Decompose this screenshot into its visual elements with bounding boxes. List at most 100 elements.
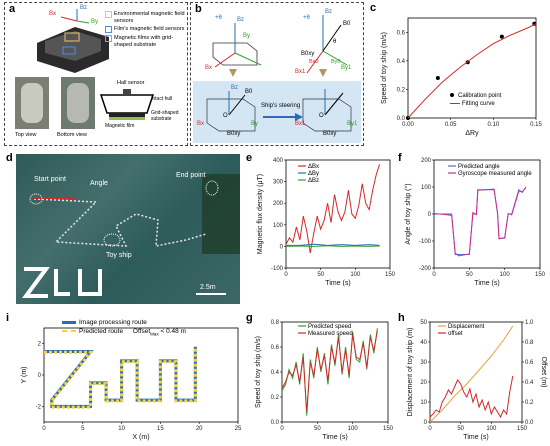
legend-c-item-fit: Fitting curve [450,100,501,108]
b-label-bz-left: Bz [237,17,245,23]
chart-e-xlabel: Time (s) [325,280,350,287]
chart-c-ytick-label: 0.2 [397,87,406,93]
bottom-view-boat [67,83,89,123]
b-label-bx-lower-left: Bx [197,121,205,127]
panel-a-illustration [15,9,155,129]
hall-sensor-shape [123,89,131,95]
chart-i-xtick-label: 10 [118,426,125,432]
legend-c-label-fit: Fitting curve [462,101,495,107]
panel-b-lower-band [193,81,361,143]
chart-e-xtick-label: 100 [350,272,361,278]
chart-g-xlabel: Time (s) [322,434,347,441]
boat-box-left [212,42,258,66]
chart-h-y2tick-label: 0.2 [525,400,534,406]
panel-a-letter: a [9,3,16,15]
b-label-b0xy-lower-right: B0xy [323,131,337,137]
b-lower-right-b0 [324,92,344,116]
end-point-circle [205,180,219,196]
legend-swatch-env [105,11,112,18]
chart-c-frame [407,17,537,119]
label-scale: 2.5m [200,284,216,291]
chart-h-y2tick-label: 0.0 [525,420,534,426]
chart-i-xtick-label: 0 [42,426,46,432]
chart-i-legend: Image processing route Predicted route O… [62,318,186,338]
panel-f-letter: f [398,152,402,164]
chart-g-ytick-label: 0.0 [271,420,280,426]
chart-h-series-line-1 [429,375,514,419]
b-label-b0-right: B0 [343,21,351,27]
grid-substrate-shape [109,117,145,120]
panel-h-letter: h [398,312,405,324]
chart-h-xtick-label: 50 [457,426,464,432]
chart-f-ytick-label: 200 [421,158,432,164]
panel-c-letter: c [370,2,377,14]
chart-g-series-line-0 [281,328,378,416]
toy-ship-circle [103,233,121,247]
chart-h-y2label: Offset (m) [540,357,547,388]
label-intact-hull: Intact hull [151,96,173,102]
panel-d-letter: d [6,152,13,164]
chart-c-point [499,34,504,39]
chart-h-series-line-0 [429,325,514,423]
chart-e-ytick-label: 300 [273,180,284,186]
panel-b: b +θ By Bx Bz B0 O Bx By Bz B0xy +θ Bz B… [190,2,364,146]
b-label-by-left: By [243,33,251,39]
arrow-down-left [229,69,237,77]
chart-f-xtick-label: 150 [535,272,546,278]
chart-h-frame [429,321,523,423]
chart-g-ytick-label: 0.6 [271,345,280,351]
chart-h-ytick-label: 50 [420,320,427,326]
chart-e-xtick-label: 0 [284,272,288,278]
chart-i: 0 5 10 15 20 25 -2 0 2 X (m) Y (m) [21,327,242,441]
chart-e-xtick-label: 150 [385,272,396,278]
chart-i-xtick-label: 5 [81,426,85,432]
chart-h-ytick-label: 30 [420,360,427,366]
legend-i-label-image: Image processing route [79,319,147,326]
legend-i-item-predicted: Predicted route OffsetMax < 0.48 m [62,327,186,338]
chart-f-series-line-0 [434,186,527,255]
chart-g-ytick-label: 0.8 [271,320,280,326]
axis-by-line [76,20,90,24]
arrow-down-right [319,69,327,77]
label-by: By [91,19,99,25]
label-toy-ship: Toy ship [106,252,132,259]
b-label-by1-lower-right: By1 [347,121,358,127]
chart-c-legend: Calibration point Fitting curve [450,92,501,108]
chart-g-xtick-label: 150 [383,426,394,432]
chart-f-ytick-label: 100 [421,185,432,191]
chart-g-legend-label: Predicted speed [308,324,351,330]
panel-d-photo: Start point Angle End point Toy ship 2.5… [16,154,240,304]
legend-label-grid: Magnetic films with grid-shaped substrat… [114,35,173,48]
boat-deck-shape [45,31,101,61]
chart-i-ytick-label: -2 [36,404,42,410]
chart-e-ytick-label: 100 [273,223,284,229]
b-lower-left-b0 [228,94,246,116]
chart-g-ytick-label: 0.4 [271,370,280,376]
box-lower-left [206,98,256,132]
chart-e-series-line-2 [285,245,380,247]
panel-b-diagram [193,15,361,143]
legend-c-label-calibration: Calibration point [458,93,502,99]
chart-f-ytick-label: -200 [419,266,432,272]
panel-e-letter: e [246,152,253,164]
offset-value: < 0.48 m [160,328,186,335]
label-end-point: End point [176,172,206,179]
chart-h-ytick-label: 10 [420,400,427,406]
panel-g-letter: g [246,312,253,324]
chart-e-legend-label: ΔBy [308,171,319,177]
chart-c-xlabel: ΔRy [465,130,479,137]
chart-h-xtick-label: 150 [517,426,528,432]
top-view-boat [21,83,43,123]
sensor-box [64,32,80,42]
chart-h-ytick-label: 0 [424,420,428,426]
chart-c-point [435,76,440,80]
label-bz: Bz [80,5,88,11]
chart-c: 0.00 0.05 0.10 0.15 0.0 0.2 0.4 0.6 ΔRy Speed of … [381,17,542,137]
panel-a: a Environmental magnetic field sensors F… [4,2,188,146]
chart-h-xlabel: Time (s) [463,434,488,441]
chart-i-xlabel: X (m) [132,434,149,441]
legend-c-item-calibration: Calibration point [450,92,501,100]
b-label-theta-angle: θ [333,39,337,45]
chart-f-ylabel: Angle of toy ship (°) [404,183,412,244]
